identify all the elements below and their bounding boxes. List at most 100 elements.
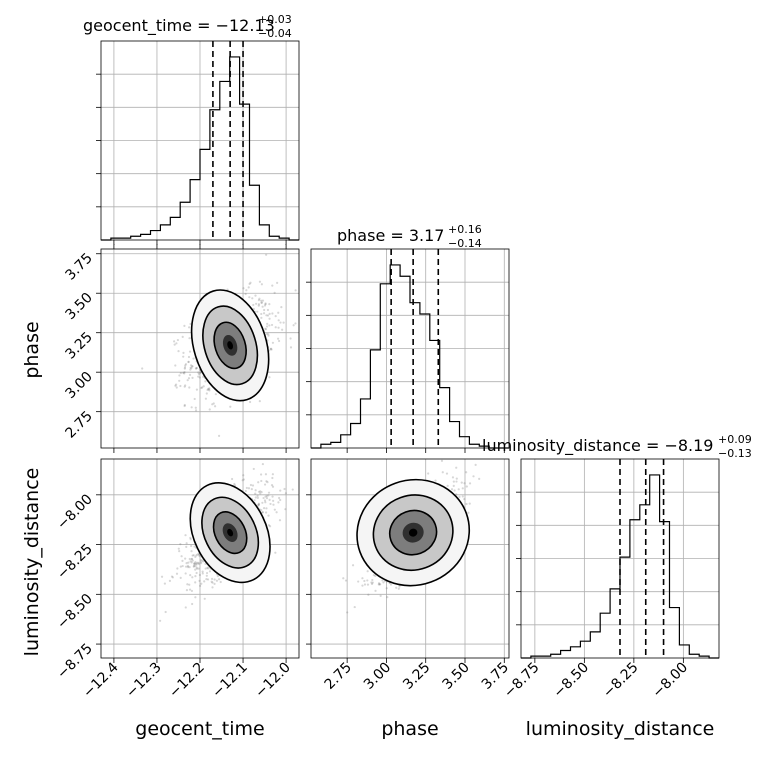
title-plus-luminosity-distance: +0.09: [718, 433, 752, 446]
sample-point: [457, 488, 460, 491]
sample-point: [268, 525, 272, 528]
sample-point: [191, 602, 194, 606]
sample-point: [159, 619, 162, 622]
sample-point: [175, 572, 179, 575]
sample-point: [280, 306, 283, 309]
sample-point: [188, 557, 191, 561]
sample-point: [174, 383, 178, 386]
sample-point: [190, 550, 193, 553]
sample-point: [274, 326, 277, 329]
sample-point: [270, 484, 274, 487]
sample-point: [247, 286, 250, 289]
sample-point: [374, 574, 377, 578]
sample-point: [194, 409, 198, 412]
contour-0: [356, 478, 471, 587]
sample-point: [210, 577, 214, 580]
sample-point: [191, 376, 194, 379]
sample-point: [175, 386, 178, 389]
sample-point: [460, 481, 463, 484]
sample-point: [180, 555, 183, 558]
sample-point: [242, 287, 245, 290]
sample-point: [283, 487, 286, 491]
sample-point: [184, 363, 188, 366]
sample-point: [201, 386, 204, 389]
sample-point: [258, 297, 261, 300]
density-level-4: [408, 528, 418, 537]
sample-point: [185, 562, 188, 565]
sample-point: [363, 583, 367, 586]
sample-point: [196, 561, 199, 564]
sample-point: [194, 555, 197, 558]
sample-point: [233, 482, 236, 486]
sample-point: [198, 573, 201, 577]
sample-point: [260, 301, 263, 304]
title-minus-luminosity-distance: −0.13: [718, 447, 752, 460]
sample-point: [270, 348, 273, 351]
sample-point: [189, 366, 192, 369]
sample-point: [229, 405, 232, 408]
sample-point: [163, 582, 166, 585]
sample-point: [351, 564, 355, 567]
contour-1: [201, 496, 260, 569]
sample-point: [178, 374, 181, 377]
sample-point: [181, 559, 184, 562]
contour-2: [213, 321, 247, 370]
sample-point: [190, 589, 194, 593]
sample-point: [289, 337, 292, 340]
y-tick-label: 2.75: [62, 408, 95, 441]
sample-point: [370, 582, 374, 586]
sample-point: [260, 299, 263, 302]
sample-point: [195, 451, 197, 453]
sample-point: [257, 481, 260, 484]
sample-point: [395, 586, 398, 589]
sample-point: [262, 312, 266, 315]
sample-point: [271, 473, 274, 476]
sample-point: [264, 303, 267, 306]
sample-point: [208, 408, 211, 411]
x-tick-label: −12.3: [123, 660, 165, 702]
sample-point: [184, 384, 187, 387]
sample-point: [257, 303, 261, 306]
hist-panel-geocent-time: [96, 40, 300, 245]
y-axis-label-luminosity-distance: luminosity_distance: [21, 468, 43, 657]
sample-point: [257, 502, 261, 505]
sample-point: [191, 559, 194, 562]
sample-point: [455, 466, 458, 469]
sample-point: [440, 459, 444, 462]
sample-point: [278, 519, 282, 522]
x-axis-label-phase: phase: [381, 718, 438, 740]
sample-point: [184, 557, 187, 560]
axis-frame: [100, 458, 300, 659]
sample-point: [248, 296, 251, 299]
sample-point: [263, 483, 267, 486]
sample-point: [468, 502, 471, 505]
sample-point: [179, 565, 182, 568]
sample-point: [267, 333, 270, 336]
sample-point: [205, 578, 208, 581]
sample-point: [174, 364, 177, 367]
sample-point: [188, 350, 192, 353]
sample-point: [195, 562, 198, 565]
sample-point: [208, 387, 211, 390]
sample-point: [249, 281, 252, 284]
sample-point: [262, 507, 266, 510]
sample-point: [261, 511, 264, 514]
sample-point: [269, 502, 272, 506]
contour-1: [202, 305, 259, 386]
sample-point: [184, 534, 187, 537]
sample-point: [467, 511, 470, 514]
sample-point: [377, 583, 380, 586]
sample-point: [463, 497, 466, 501]
sample-point: [465, 502, 468, 506]
sample-point: [204, 562, 207, 565]
sample-point: [187, 377, 191, 380]
sample-point: [177, 349, 180, 353]
sample-point: [269, 347, 273, 350]
title-main-phase: phase = 3.17: [337, 226, 444, 245]
sample-point: [181, 564, 184, 568]
sample-point: [389, 583, 393, 586]
sample-point: [271, 312, 274, 315]
sample-point: [248, 282, 251, 285]
x-tick-label: −12.1: [209, 660, 251, 702]
sample-point: [194, 575, 197, 578]
